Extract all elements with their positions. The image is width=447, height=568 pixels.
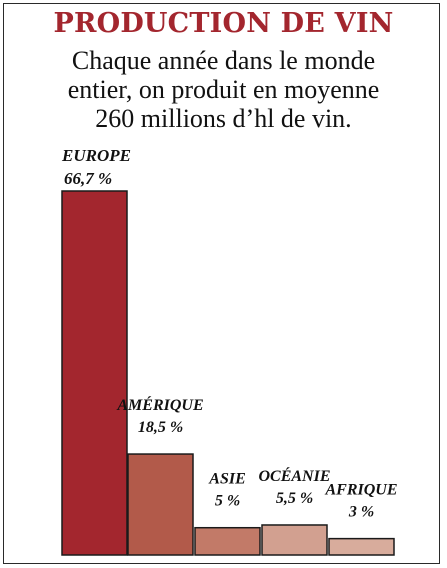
value-label-afrique: 3 % bbox=[348, 504, 374, 521]
bar-asie bbox=[194, 526, 261, 556]
subtitle-line-2: entier, on produit en moyenne bbox=[67, 75, 380, 104]
value-label-amerique: 18,5 % bbox=[138, 419, 183, 436]
chart-title: PRODUCTION DE VIN bbox=[53, 8, 394, 39]
bar-amerique bbox=[127, 453, 194, 556]
value-label-europe: 66,7 % bbox=[64, 169, 112, 188]
category-label-europe: EUROPE bbox=[61, 146, 131, 165]
value-label-asie: 5 % bbox=[215, 493, 240, 510]
category-label-oceanie: OCÉANIE bbox=[258, 466, 330, 485]
subtitle-line-3: 260 millions d’hl de vin. bbox=[95, 104, 352, 133]
value-label-oceanie: 5,5 % bbox=[276, 490, 313, 507]
bar-afrique bbox=[328, 537, 395, 556]
category-label-afrique: AFRIQUE bbox=[324, 482, 397, 499]
category-label-asie: ASIE bbox=[208, 471, 245, 488]
bar-oceanie bbox=[261, 524, 328, 556]
category-label-amerique: AMÉRIQUE bbox=[116, 395, 203, 414]
subtitle-line-1: Chaque année dans le monde bbox=[71, 46, 376, 75]
bar-europe bbox=[61, 190, 128, 556]
